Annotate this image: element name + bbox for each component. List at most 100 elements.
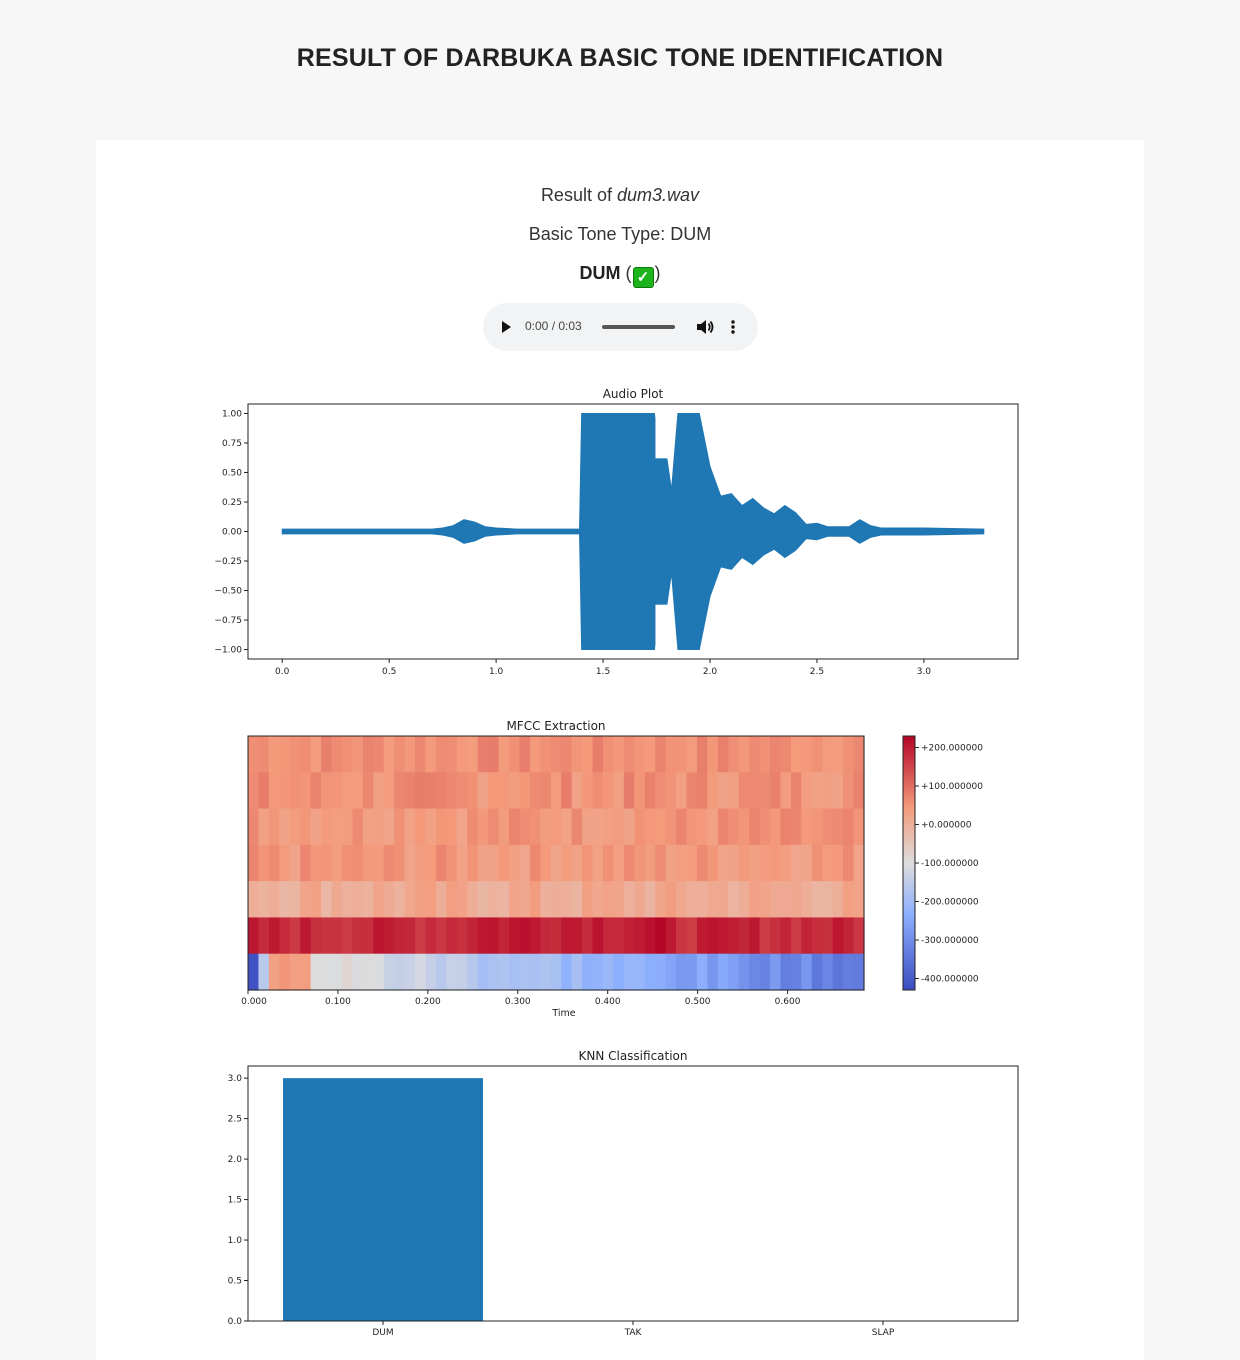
mfcc-cell — [352, 917, 364, 955]
mfcc-cell — [415, 953, 427, 991]
mfcc-cell — [300, 808, 312, 846]
mfcc-cell — [623, 953, 635, 991]
mfcc-cell — [770, 736, 782, 773]
mfcc-cell — [425, 808, 437, 846]
audio-player[interactable]: 0:00 / 0:03 — [483, 303, 758, 351]
mfcc-cell — [394, 808, 406, 846]
mfcc-cell — [415, 772, 427, 810]
mfcc-cell — [822, 772, 834, 810]
mfcc-cell — [749, 881, 761, 919]
mfcc-cell — [352, 736, 364, 773]
mfcc-cell — [728, 844, 740, 882]
mfcc-cell — [582, 953, 594, 991]
mfcc-cell — [467, 736, 479, 773]
mfcc-cell — [446, 917, 458, 955]
mfcc-cell — [843, 917, 855, 955]
mfcc-cell — [655, 917, 667, 955]
play-icon[interactable] — [502, 321, 511, 333]
mfcc-cell — [759, 736, 771, 773]
mfcc-cell — [602, 772, 615, 810]
mfcc-cell — [686, 808, 698, 846]
mfcc-cell — [811, 736, 823, 773]
mfcc-cell — [467, 881, 479, 919]
mfcc-cell — [540, 917, 552, 955]
mfcc-cell — [801, 844, 813, 882]
mfcc-cell — [707, 844, 719, 882]
mfcc-cell — [801, 953, 813, 991]
mfcc-cell — [613, 736, 625, 773]
mfcc-cell — [456, 844, 468, 882]
mfcc-cell — [383, 917, 395, 955]
mfcc-cell — [790, 917, 802, 955]
mfcc-cell — [790, 808, 802, 846]
mfcc-cell — [644, 917, 656, 955]
mfcc-cell — [707, 772, 719, 810]
mfcc-cell — [790, 844, 802, 882]
mfcc-cell — [749, 772, 761, 810]
mfcc-cell — [759, 808, 771, 846]
mfcc-cell — [331, 881, 343, 919]
mfcc-cell — [665, 917, 677, 955]
mfcc-cell — [623, 881, 635, 919]
mfcc-cell — [446, 953, 458, 991]
y-tick-label: 1.5 — [228, 1196, 242, 1206]
mfcc-cell — [770, 844, 782, 882]
mfcc-cell — [790, 772, 802, 810]
mfcc-cell — [550, 917, 562, 955]
y-tick-label: 2.0 — [228, 1155, 243, 1165]
mfcc-cell — [310, 772, 322, 810]
knn-frame — [247, 1065, 1019, 1322]
mfcc-cell — [602, 953, 615, 991]
mfcc-cell — [300, 953, 312, 991]
mfcc-cell — [571, 736, 583, 773]
colorbar-tick-label: +100.000000 — [921, 782, 983, 792]
more-options-icon[interactable] — [728, 317, 738, 337]
audio-seek-bar[interactable] — [602, 325, 675, 329]
x-tick-label: 1.0 — [489, 667, 504, 677]
mfcc-cell — [352, 808, 364, 846]
mfcc-cell — [780, 736, 792, 773]
mfcc-cell — [592, 881, 604, 919]
mfcc-cell — [509, 881, 521, 919]
mfcc-cell — [571, 881, 583, 919]
mfcc-cell — [613, 808, 625, 846]
y-tick-label: 1.00 — [222, 409, 242, 419]
mfcc-cell — [602, 736, 615, 773]
mfcc-cell — [394, 953, 406, 991]
mfcc-cell — [519, 808, 531, 846]
predicted-tone: DUM — [579, 263, 621, 283]
mfcc-cell — [289, 772, 301, 810]
mfcc-cell — [362, 881, 374, 919]
mfcc-cell — [341, 844, 354, 882]
mfcc-cell — [446, 736, 458, 773]
mfcc-cell — [383, 953, 395, 991]
mfcc-cell — [822, 736, 834, 773]
mfcc-cell — [435, 772, 447, 810]
mfcc-cell — [258, 772, 270, 810]
mfcc-cell — [456, 736, 468, 773]
mfcc-cell — [248, 808, 260, 846]
mfcc-cell — [498, 844, 510, 882]
mfcc-cell — [435, 808, 447, 846]
mfcc-cell — [519, 844, 531, 882]
mfcc-cell — [404, 736, 416, 773]
mfcc-cell — [738, 808, 750, 846]
mfcc-cell — [780, 808, 792, 846]
mfcc-cell — [613, 844, 625, 882]
y-tick-label: −0.50 — [214, 587, 242, 597]
mfcc-cell — [571, 808, 583, 846]
mfcc-cell — [571, 844, 583, 882]
mfcc-cell — [373, 917, 385, 955]
mfcc-cell — [665, 808, 677, 846]
mfcc-cell — [644, 772, 656, 810]
mfcc-cell — [686, 953, 698, 991]
volume-icon[interactable] — [695, 317, 715, 337]
mfcc-cell — [832, 844, 844, 882]
mfcc-cell — [415, 881, 427, 919]
mfcc-cell — [498, 917, 510, 955]
mfcc-cell — [780, 917, 792, 955]
mfcc-cell — [780, 844, 792, 882]
mfcc-cell — [268, 808, 280, 846]
mfcc-cell — [582, 736, 594, 773]
y-tick-label: 0.50 — [222, 468, 242, 478]
